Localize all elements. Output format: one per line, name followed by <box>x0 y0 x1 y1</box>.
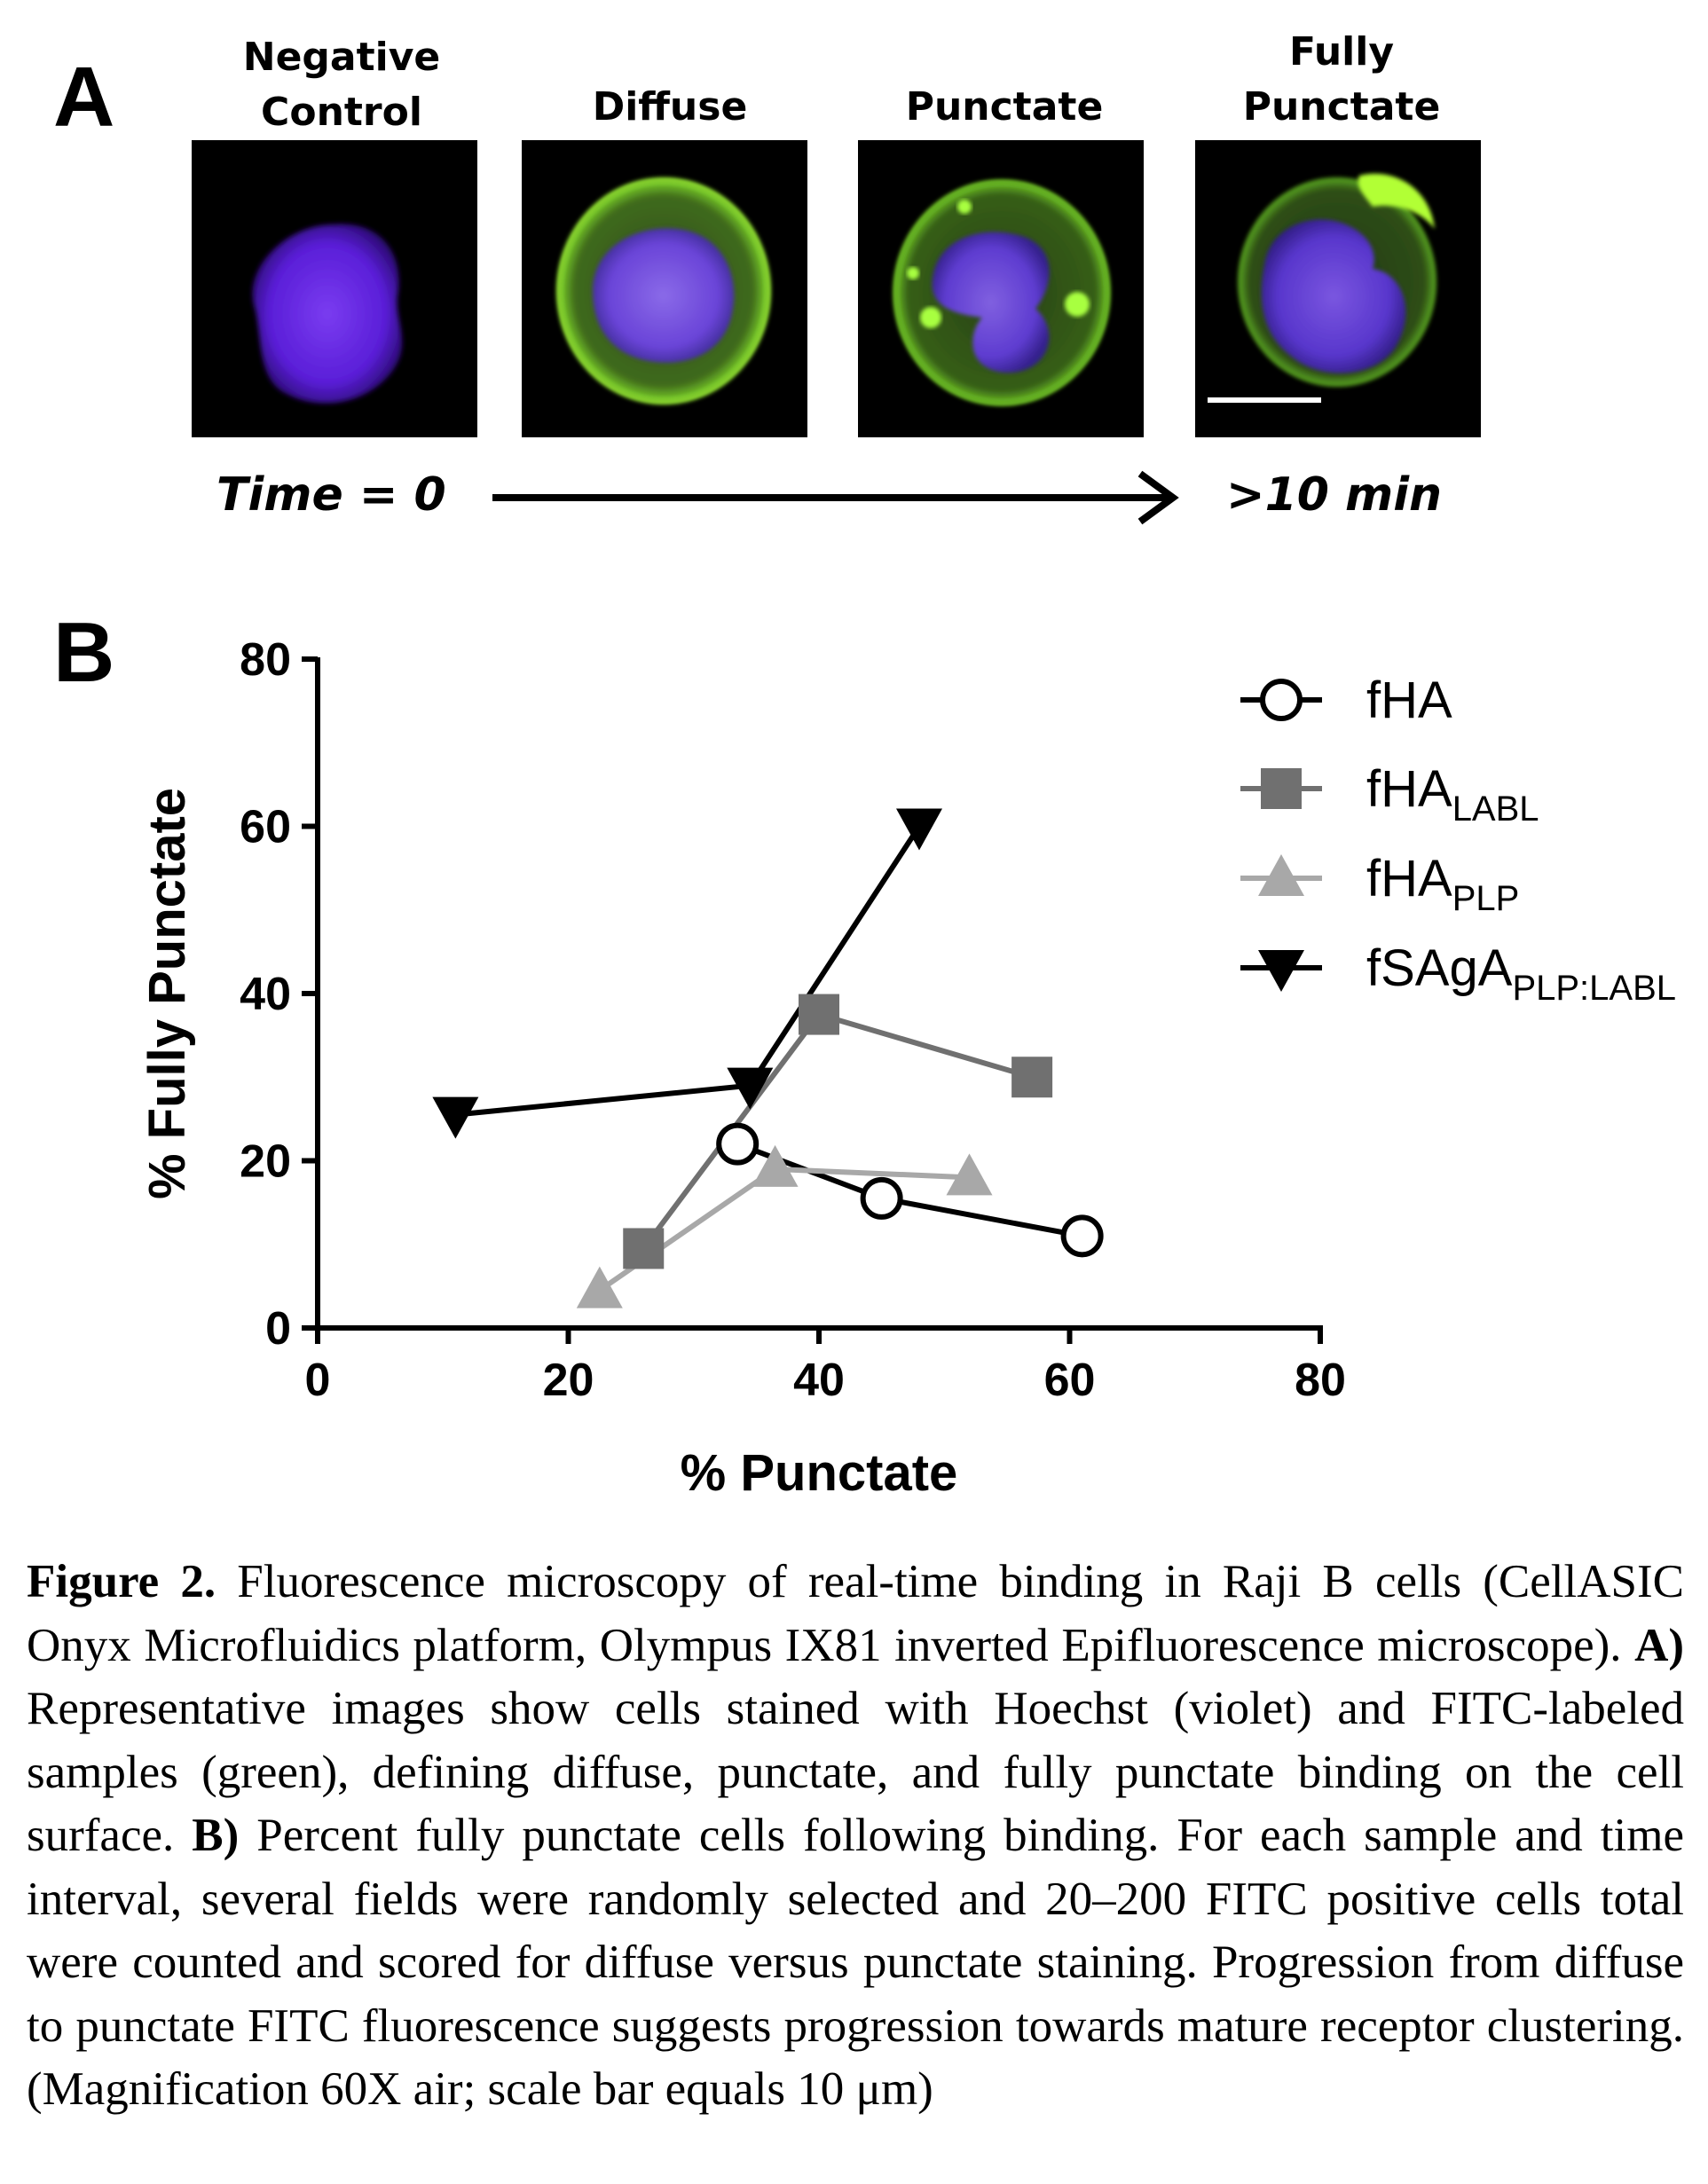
column-label-line: Control <box>261 90 422 135</box>
column-label-line: Punctate <box>905 84 1104 130</box>
micrograph-punctate <box>858 140 1144 437</box>
y-tick-label: 60 <box>240 802 291 853</box>
column-label-line: Punctate <box>1242 84 1441 130</box>
column-label-punctate: Punctate <box>858 80 1151 135</box>
data-point-series-0 <box>716 1122 760 1166</box>
y-tick-label: 20 <box>240 1136 291 1188</box>
caption-label-b: B) <box>192 1810 240 1861</box>
series-line-3 <box>455 824 922 1118</box>
column-label-line: Fully <box>1288 29 1395 75</box>
data-point-series-0 <box>1060 1214 1104 1258</box>
y-axis-label: % Fully Punctate <box>138 788 196 1199</box>
time-start-label: Time = 0 <box>216 468 446 522</box>
data-point-series-3 <box>432 1096 479 1139</box>
legend-label: fHALABL <box>1366 760 1539 829</box>
legend-label: fSAgAPLP:LABL <box>1366 939 1676 1008</box>
micrograph-diffuse <box>522 140 807 437</box>
y-tick-label: 40 <box>240 969 291 1020</box>
x-tick-label: 40 <box>793 1355 845 1406</box>
caption-text-3: Percent fully punctate cells following b… <box>27 1810 1684 2115</box>
x-tick-label: 0 <box>305 1355 331 1406</box>
x-tick-label: 60 <box>1044 1355 1096 1406</box>
caption-text-2: Representative images show cells stained… <box>27 1683 1684 1861</box>
legend-marker <box>1260 679 1303 721</box>
y-tick-label: 0 <box>265 1303 291 1355</box>
legend-marker <box>1258 950 1304 992</box>
caption-figure-label: Figure 2. <box>27 1556 216 1607</box>
percent-punctate-chart: 0 20 40 60 80 0 20 40 60 80 % Punctate % Fully Punc… <box>138 634 1676 1502</box>
legend-marker <box>1258 854 1304 896</box>
figure-caption: Figure 2. Fluorescence microscopy of rea… <box>27 1551 1684 2122</box>
caption-text-1: Fluorescence microscopy of real-time bin… <box>27 1556 1684 1671</box>
time-end-label: >10 min <box>1226 468 1443 522</box>
data-point-series-2 <box>576 1266 623 1308</box>
data-point-series-2 <box>752 1144 799 1187</box>
panel-b-letter: B <box>53 605 115 700</box>
legend-label: fHAPLP <box>1366 850 1519 918</box>
micrograph-negative-control <box>192 140 477 437</box>
x-tick-label: 20 <box>543 1355 594 1406</box>
column-label-diffuse: Diffuse <box>523 80 816 135</box>
data-point-series-2 <box>946 1153 993 1196</box>
column-label-negative-control: Negative Control <box>195 30 488 140</box>
scale-bar <box>1208 397 1321 403</box>
data-point-series-3 <box>727 1067 774 1110</box>
data-point-series-0 <box>860 1176 903 1220</box>
column-label-fully-punctate: Fully Punctate <box>1195 25 1488 135</box>
time-arrow <box>492 470 1179 525</box>
column-label-line: Diffuse <box>592 84 748 130</box>
panel-a-letter: A <box>53 50 115 145</box>
micrograph-fully-punctate <box>1195 140 1481 437</box>
data-point-series-1 <box>1011 1057 1053 1098</box>
legend-marker <box>1261 768 1302 809</box>
caption-label-a: A) <box>1634 1619 1684 1671</box>
x-tick-label: 80 <box>1295 1355 1346 1406</box>
column-label-line: Negative <box>242 35 441 80</box>
data-point-series-3 <box>896 808 942 851</box>
x-axis-label: % Punctate <box>681 1444 958 1502</box>
y-tick-label: 80 <box>240 634 291 686</box>
data-point-series-1 <box>799 994 839 1035</box>
legend-label: fHA <box>1366 672 1452 729</box>
data-point-series-1 <box>623 1228 665 1269</box>
series-line-0 <box>736 1141 1083 1239</box>
